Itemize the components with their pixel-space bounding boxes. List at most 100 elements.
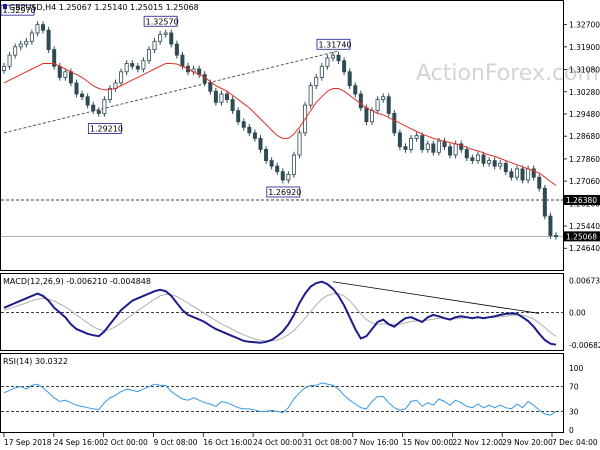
candle-body [526,168,531,181]
candle-body [102,99,107,114]
time-tick-label: 24 Oct 00:00 [253,438,302,447]
candle-body [24,40,29,45]
candle-body [269,160,274,167]
horizontal-levels [1,199,563,237]
rsi-tick-label: 30 [569,407,579,416]
candle-body [286,174,291,181]
candle-body [152,40,157,51]
candle-body [353,85,358,95]
macd-axis: 0.006732 0.00 -0.006826 [569,277,600,350]
candle-body [358,93,363,109]
macd-tick-label: -0.006826 [569,341,600,350]
candle-body [319,65,324,78]
chart-header-icon [3,4,7,9]
level-price-tag-bg [564,194,600,205]
candle-body [297,132,302,156]
candle-body [119,71,124,84]
time-tick-label: 7 Dec 04:00 [552,438,598,447]
macd-signal-line [3,293,557,342]
candle-body [364,107,369,123]
time-tick-label: 9 Oct 08:00 [153,438,197,447]
candle-body [35,24,40,34]
candle-body [252,132,257,139]
time-tick-label: 15 Nov 00:00 [403,438,454,447]
candle-body [336,54,341,62]
rsi-layer [1,382,563,416]
time-tick-label: 29 Nov 20:00 [502,438,553,447]
chart-header: GBPUSD,H4 1.25067 1.25140 1.25015 1.2506… [9,3,199,12]
candle-body [236,110,241,123]
macd-header: MACD(12,26,9) -0.006210 -0.004848 [3,277,151,286]
candle-body [448,146,453,156]
candle-body [503,162,508,173]
annotation-label: 1.26920 [268,188,301,197]
candle-body [158,33,163,42]
candle-body [308,85,313,106]
candle-body [381,96,386,100]
candle-body [542,187,547,217]
candle-body [386,96,391,114]
candle-body [347,71,352,87]
candle-body [403,146,408,150]
time-tick-label: 17 Sep 2018 [4,438,52,447]
candle-body [425,143,430,150]
candle-body [487,160,492,164]
candle-body [442,140,447,148]
candle-body [2,65,7,71]
trendline-layer [3,50,339,134]
annotation-label: 1.32570 [146,17,179,26]
macd-tick-label: 0.006732 [569,277,600,286]
candle-body [453,143,458,156]
candle-body [29,32,34,42]
time-axis: 17 Sep 2018 24 Sep 16:00 2 Oct 00:00 9 Oct … [3,433,598,447]
candle-body [475,154,480,161]
candle-body [470,157,475,161]
candle-body [57,65,62,78]
candle-body [63,71,68,78]
current-price-tag: 1.25068 [566,232,597,241]
candle-body [258,137,263,150]
annotation-label: 1.32970 [3,6,36,15]
current-price-tag-bg [564,231,600,242]
candle-body [537,176,542,189]
candle-body [342,60,347,73]
candle-body [514,168,519,178]
price-annotations: 1.32970 1.32570 1.31740 1.29210 1.26920 [0,4,352,198]
candle-body [481,154,486,164]
candle-body [431,143,436,153]
candle-body [330,54,335,59]
candle-body [247,126,252,134]
rsi-tick-label: 0 [569,426,574,435]
candle-body [520,168,525,181]
price-axis: 1.32700 1.31900 1.31080 1.30280 1.29480 1.286… [563,21,600,253]
candle-body [492,160,497,167]
moving-average-layer [3,63,557,186]
time-tick-label: 24 Sep 16:00 [54,438,104,447]
time-tick-label: 22 Nov 12:00 [452,438,503,447]
rsi-tick-label: 70 [569,383,579,392]
candle-body [174,43,179,56]
candle-body [52,49,57,67]
time-tick-label: 2 Oct 00:00 [104,438,148,447]
candle-body [13,46,18,56]
candle-body [130,63,135,67]
annotation-box [316,38,351,50]
time-tick-label: 16 Oct 16:00 [203,438,252,447]
price-tick-label: 1.27060 [569,177,600,186]
candle-body [41,24,46,31]
candle-body [18,43,23,48]
candle-body [208,82,213,92]
candle-body [509,171,514,178]
macd-line [3,280,557,346]
price-tick-label: 1.31080 [569,66,600,75]
candle-body [280,171,285,181]
candle-body [225,93,230,100]
price-panel-frame [0,0,564,271]
candle-body [46,29,51,51]
time-tick-label: 31 Oct 08:00 [303,438,352,447]
level-price-tag: 1.26380 [566,196,597,205]
price-tick-label: 1.25440 [569,222,600,231]
candle-body [141,60,146,70]
candle-body [219,93,224,103]
